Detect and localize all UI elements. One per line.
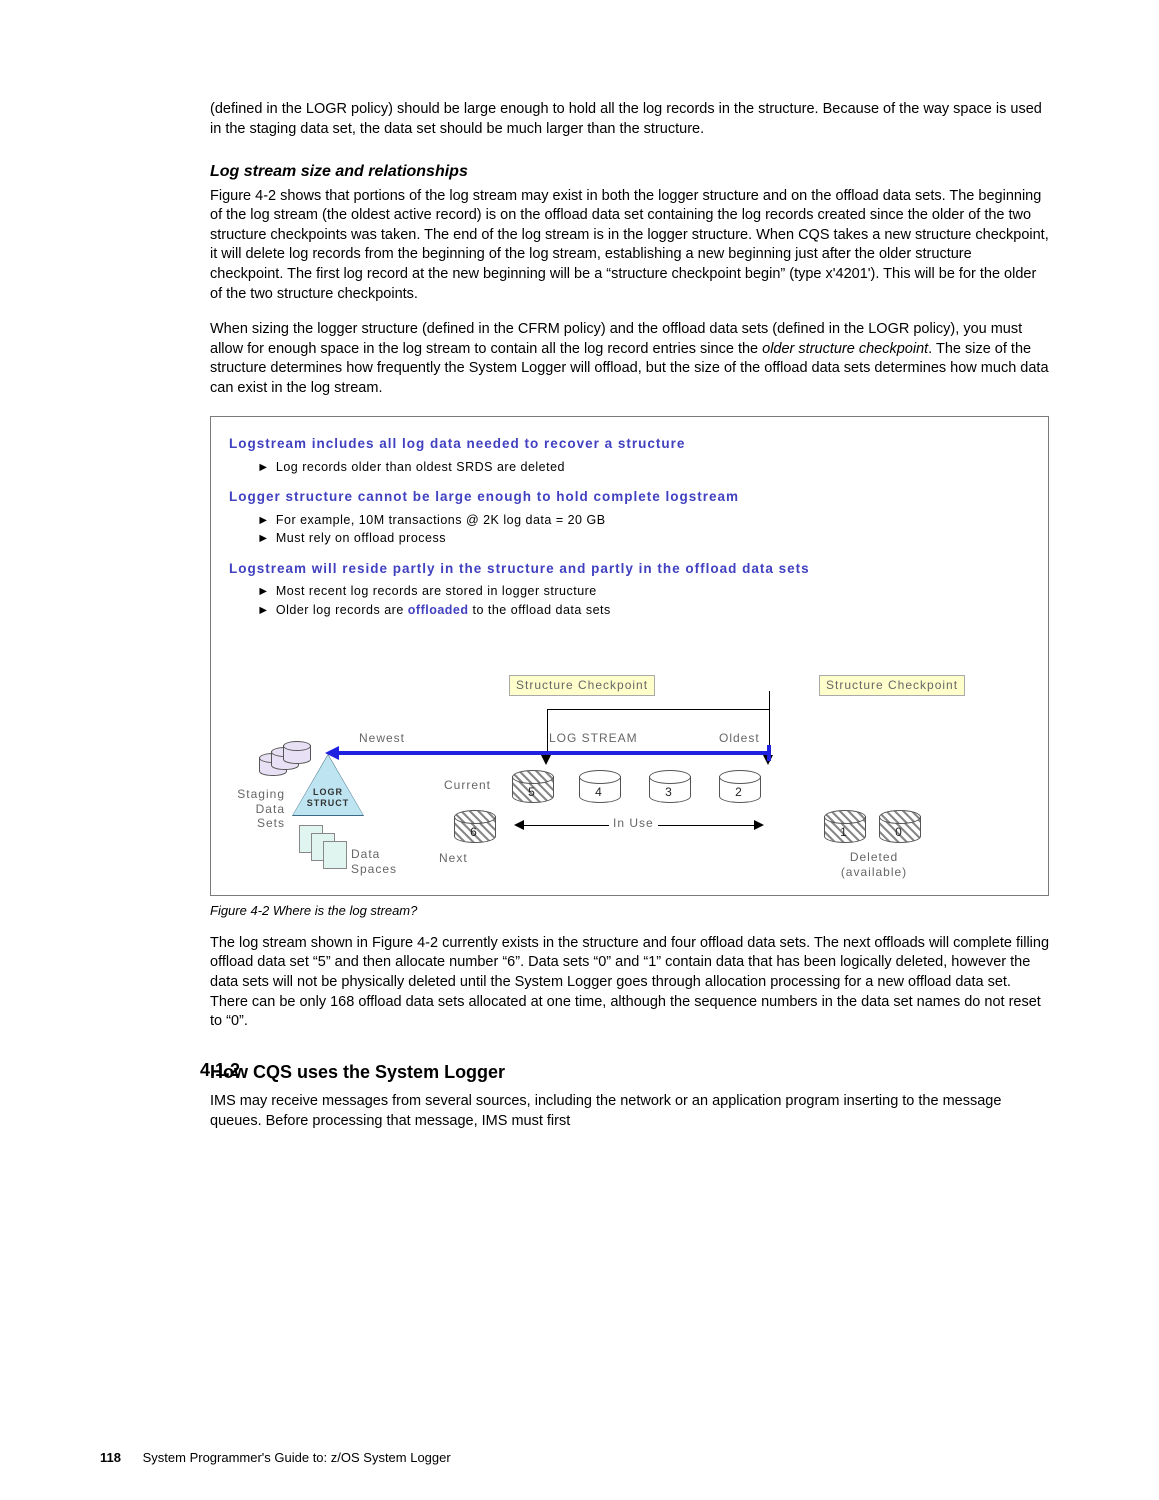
newest-label: Newest	[359, 730, 405, 746]
bullet-text: Older log records are	[276, 603, 408, 617]
figure-4-2-box: Logstream includes all log data needed t…	[210, 416, 1049, 896]
logstream-label: LOG STREAM	[549, 730, 638, 746]
fig-heading-2: Logger structure cannot be large enough …	[229, 488, 1030, 506]
staging-label: Staging Data Sets	[227, 787, 285, 830]
cyl-2: 2	[719, 770, 759, 802]
fig-bullet: ►Most recent log records are stored in l…	[257, 582, 1030, 601]
paragraph-3: The log stream shown in Figure 4-2 curre…	[210, 934, 1049, 1032]
oldest-label: Oldest	[719, 730, 760, 746]
deleted-label: Deleted (available)	[824, 850, 924, 879]
intro-paragraph: (defined in the LOGR policy) should be l…	[210, 100, 1049, 139]
fig-heading-1: Logstream includes all log data needed t…	[229, 435, 1030, 453]
inuse-label: In Use	[609, 815, 658, 831]
section-number: 4.1.2	[200, 1060, 240, 1081]
para2-italic: older structure checkpoint	[762, 341, 928, 357]
fig-heading-3: Logstream will reside partly in the stru…	[229, 560, 1030, 578]
page-footer: 118 System Programmer's Guide to: z/OS S…	[100, 1450, 451, 1465]
paragraph-2: When sizing the logger structure (define…	[210, 320, 1049, 398]
dataspace-icon	[323, 841, 347, 869]
subheading-logstream: Log stream size and relationships	[210, 161, 1049, 183]
dataspaces-label: Data Spaces	[351, 847, 411, 876]
logr-struct-label: LOGRSTRUCT	[293, 787, 363, 809]
fig-bullet: ►Must rely on offload process	[257, 529, 1030, 548]
footer-title: System Programmer's Guide to: z/OS Syste…	[143, 1450, 451, 1465]
cyl-5: 5	[512, 770, 552, 802]
current-label: Current	[444, 777, 491, 793]
cyl-6: 6	[454, 810, 494, 842]
offloaded-word: offloaded	[408, 603, 469, 617]
bullet-text: Log records older than oldest SRDS are d…	[276, 460, 565, 474]
figure-caption: Figure 4-2 Where is the log stream?	[210, 902, 1049, 920]
bullet-text: Most recent log records are stored in lo…	[276, 584, 597, 598]
cyl-1: 1	[824, 810, 864, 842]
bullet-text: For example, 10M transactions @ 2K log d…	[276, 513, 606, 527]
next-label: Next	[439, 850, 468, 866]
section-title: How CQS uses the System Logger	[155, 1060, 1049, 1084]
paragraph-4: IMS may receive messages from several so…	[210, 1092, 1049, 1131]
paragraph-1: Figure 4-2 shows that portions of the lo…	[210, 187, 1049, 304]
checkpoint-box-right: Structure Checkpoint	[819, 675, 965, 695]
fig-bullet: ►Log records older than oldest SRDS are …	[257, 458, 1030, 477]
bullet-text: to the offload data sets	[469, 603, 611, 617]
checkpoint-box-left: Structure Checkpoint	[509, 675, 655, 695]
figure-diagram: Structure Checkpoint Structure Checkpoin…	[229, 675, 1030, 885]
cyl-4: 4	[579, 770, 619, 802]
cyl-3: 3	[649, 770, 689, 802]
cyl-0: 0	[879, 810, 919, 842]
fig-bullet: ►For example, 10M transactions @ 2K log …	[257, 511, 1030, 530]
page-number: 118	[100, 1450, 121, 1465]
bullet-text: Must rely on offload process	[276, 531, 446, 545]
fig-bullet: ►Older log records are offloaded to the …	[257, 601, 1030, 620]
